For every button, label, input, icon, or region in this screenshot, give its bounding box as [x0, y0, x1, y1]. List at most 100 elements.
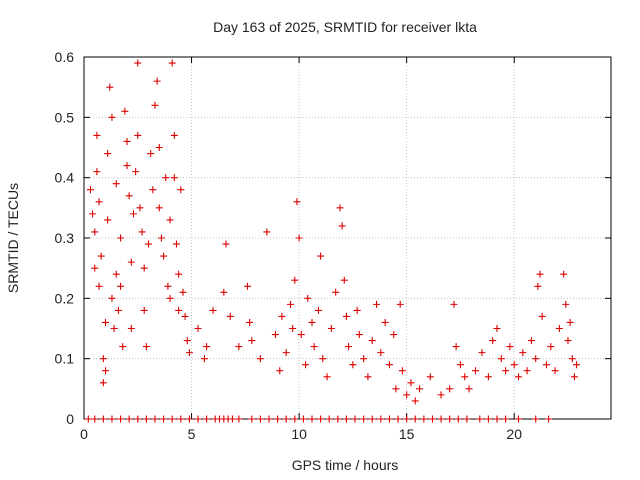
- y-tick-label: 0.3: [55, 230, 75, 246]
- data-point: [99, 415, 107, 423]
- data-point: [110, 325, 118, 332]
- data-point: [108, 113, 116, 121]
- data-point: [340, 276, 348, 284]
- data-point: [555, 325, 563, 332]
- data-point: [222, 240, 230, 248]
- data-point: [289, 325, 297, 332]
- data-point: [570, 373, 578, 381]
- data-point: [155, 144, 163, 151]
- data-point: [299, 415, 307, 423]
- data-point: [142, 415, 150, 423]
- data-point: [194, 325, 202, 332]
- data-point: [420, 415, 428, 423]
- data-point: [140, 306, 148, 314]
- data-point: [368, 337, 376, 345]
- data-point: [151, 101, 159, 109]
- data-point: [129, 210, 137, 218]
- data-point: [336, 204, 344, 212]
- data-point: [102, 318, 110, 326]
- data-point: [308, 318, 316, 326]
- data-point: [181, 312, 189, 320]
- data-point: [291, 276, 299, 284]
- data-point: [271, 331, 279, 339]
- data-point: [345, 343, 353, 351]
- data-point: [560, 270, 568, 278]
- data-point: [263, 228, 271, 236]
- data-point: [138, 228, 146, 236]
- data-point: [170, 131, 178, 139]
- data-point: [568, 355, 576, 363]
- data-point: [542, 361, 550, 369]
- data-point: [104, 216, 112, 224]
- data-point: [114, 306, 122, 314]
- data-point: [248, 415, 256, 423]
- data-point: [153, 77, 161, 85]
- data-point: [334, 415, 342, 423]
- data-point: [112, 270, 120, 278]
- data-point: [132, 168, 140, 176]
- data-points: [84, 59, 581, 423]
- data-point: [377, 415, 385, 423]
- data-point: [209, 306, 217, 314]
- x-axis-label: GPS time / hours: [292, 457, 399, 473]
- data-point: [291, 415, 299, 423]
- data-point: [140, 264, 148, 272]
- data-point: [177, 186, 185, 194]
- data-point: [428, 415, 436, 423]
- data-point: [355, 331, 363, 339]
- data-point: [164, 282, 172, 290]
- data-point: [450, 300, 458, 308]
- data-point: [155, 204, 163, 212]
- data-point: [86, 186, 94, 194]
- data-point: [532, 355, 540, 363]
- data-point: [461, 373, 469, 381]
- data-point: [317, 252, 325, 260]
- data-point: [360, 415, 368, 423]
- data-point: [127, 325, 135, 332]
- data-point: [373, 300, 381, 308]
- data-point: [310, 343, 318, 351]
- axis-ticks: 0 0.1 0.2 0.3 0.4 0.5 0.6 0 5 10 15 20: [55, 49, 611, 442]
- data-point: [147, 150, 155, 158]
- data-point: [351, 415, 359, 423]
- data-point: [121, 107, 129, 115]
- data-point: [175, 306, 183, 314]
- data-point: [134, 415, 142, 423]
- data-point: [551, 367, 559, 375]
- data-point: [506, 343, 514, 351]
- data-point: [177, 415, 185, 423]
- data-point: [282, 415, 290, 423]
- data-point: [112, 180, 120, 188]
- data-point: [407, 379, 415, 387]
- data-point: [562, 300, 570, 308]
- data-point: [398, 367, 406, 375]
- data-point: [123, 162, 131, 170]
- y-tick-label: 0: [66, 411, 74, 427]
- data-point: [95, 282, 103, 290]
- data-point: [353, 306, 361, 314]
- data-point: [368, 415, 376, 423]
- x-tick-label: 15: [399, 426, 415, 442]
- data-point: [185, 415, 193, 423]
- data-point: [323, 373, 331, 381]
- data-point: [327, 325, 335, 332]
- data-point: [99, 355, 107, 363]
- data-point: [515, 373, 523, 381]
- data-point: [108, 415, 116, 423]
- data-point: [203, 343, 211, 351]
- data-point: [437, 415, 445, 423]
- data-point: [364, 373, 372, 381]
- data-point: [502, 367, 510, 375]
- data-point: [302, 361, 310, 369]
- data-point: [538, 312, 546, 320]
- data-point: [243, 282, 251, 290]
- data-point: [502, 415, 510, 423]
- data-point: [183, 337, 191, 345]
- x-tick-label: 20: [506, 426, 522, 442]
- data-point: [119, 343, 127, 351]
- data-point: [452, 343, 460, 351]
- data-point: [145, 240, 153, 248]
- data-point: [95, 198, 103, 206]
- data-point: [142, 343, 150, 351]
